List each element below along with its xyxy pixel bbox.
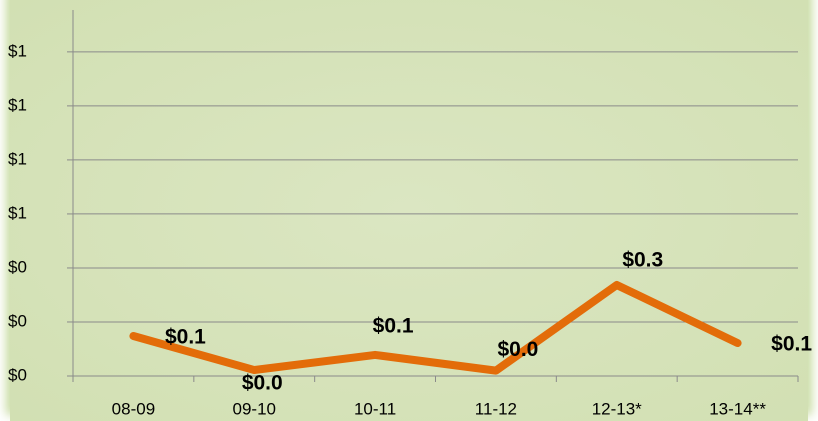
y-tick-label: $1 (8, 203, 27, 222)
y-tick-label: $1 (8, 41, 27, 60)
x-tick-label: 09-10 (233, 399, 276, 418)
data-label: $0.1 (165, 326, 206, 349)
data-label: $0.0 (497, 338, 538, 361)
data-label: $0.1 (771, 333, 812, 356)
x-tick-label: 12-13* (592, 399, 642, 418)
y-tick-label: $1 (8, 95, 27, 114)
y-tick-label: $0 (8, 311, 27, 330)
background (10, 0, 808, 421)
data-label: $0.1 (373, 314, 414, 337)
x-tick-label: 11-12 (475, 399, 517, 418)
y-tick-label: $0 (8, 257, 27, 276)
y-tick-label: $1 (8, 149, 27, 168)
x-tick-label: 10-11 (354, 399, 396, 418)
x-tick-label: 13-14** (709, 399, 766, 418)
y-tick-label: $0 (8, 365, 27, 384)
data-label: $0.0 (242, 372, 283, 395)
line (129, 280, 742, 375)
data-label: $0.3 (622, 249, 663, 272)
x-tick-label: 08-09 (112, 399, 155, 418)
